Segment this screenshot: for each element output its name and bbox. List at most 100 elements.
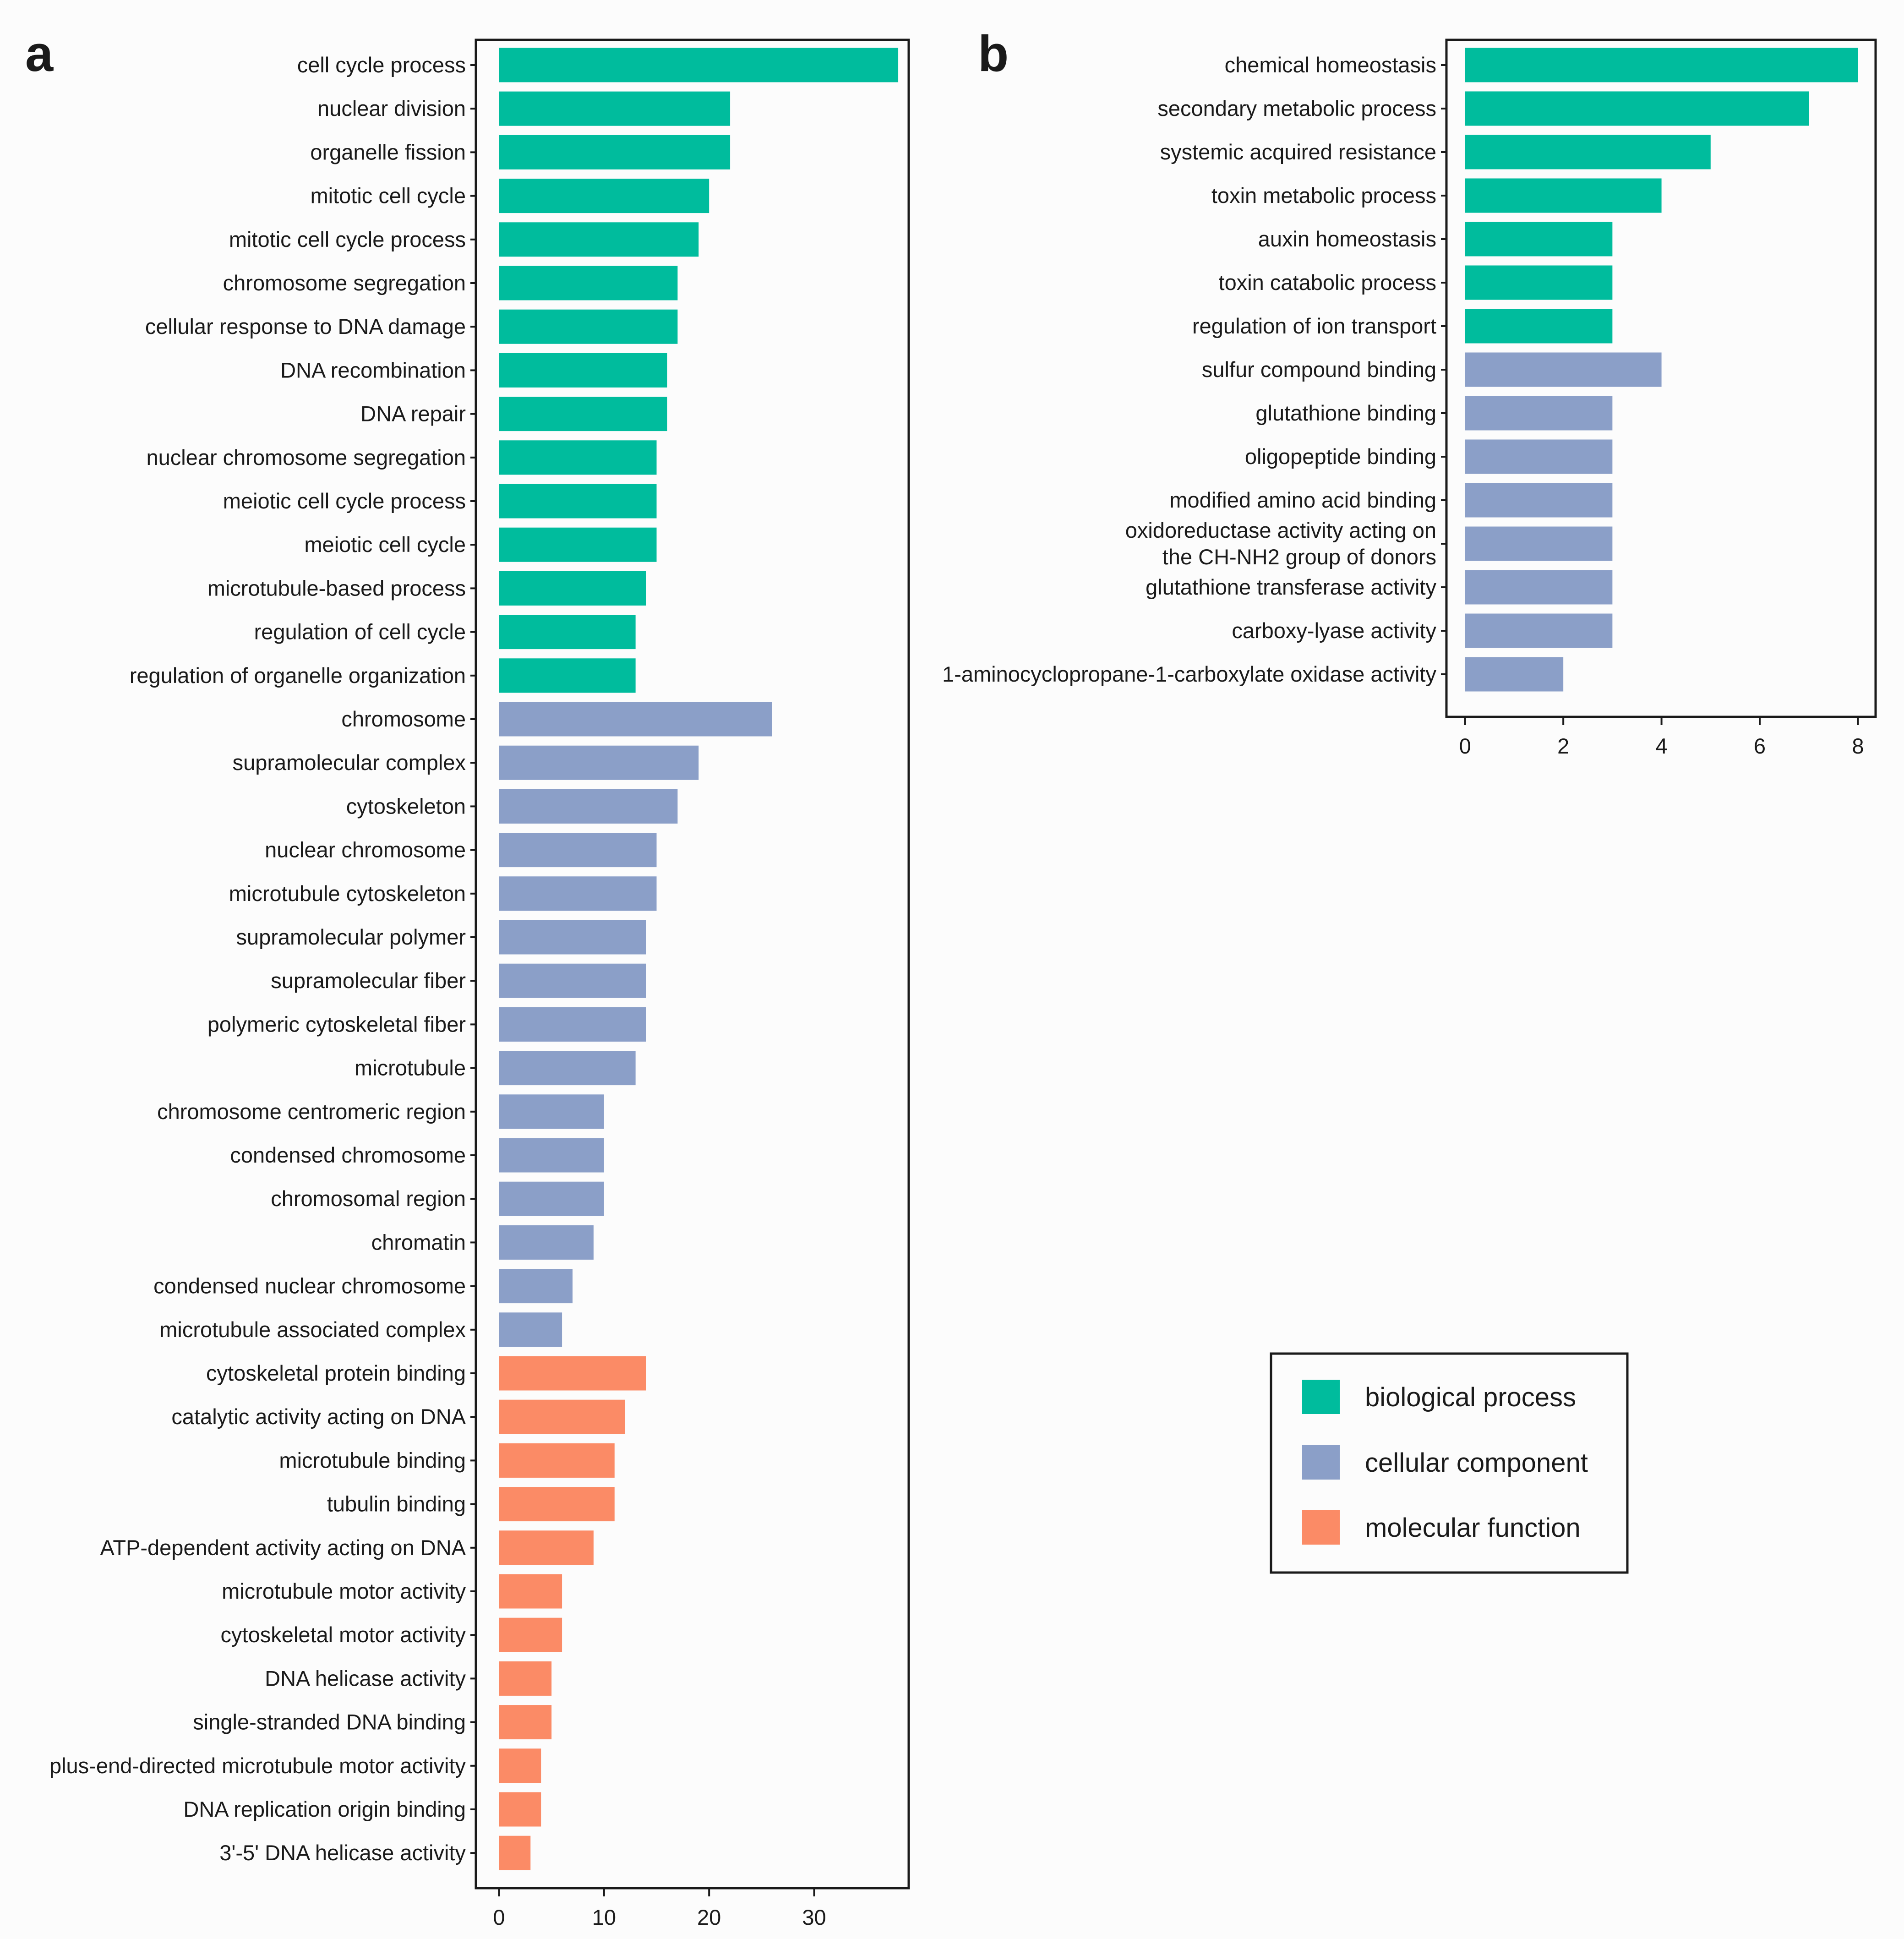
panel-a-label-organelle-fission: organelle fission (310, 140, 466, 164)
panel-b-bar-chemical-homeostasis (1465, 48, 1858, 82)
panel-a-label-microtubule-motor-activity: microtubule motor activity (222, 1579, 466, 1603)
panel-b-bar-modified-amino-acid-binding (1465, 483, 1613, 518)
panel-b-label-glutathione-transferase-activity: glutathione transferase activity (1146, 575, 1436, 599)
panel-a-bar-microtubule-associated-complex (499, 1312, 562, 1347)
panel-b-bar-secondary-metabolic-process (1465, 91, 1809, 126)
panel-a-xtick-label-0: 0 (493, 1905, 505, 1929)
panel-b-bar-oligopeptide-binding (1465, 439, 1613, 474)
panel-b-label-toxin-catabolic-process: toxin catabolic process (1219, 270, 1436, 295)
panel-a-bar-mitotic-cell-cycle (499, 179, 709, 213)
panel-a-bar-cytoskeletal-motor-activity (499, 1617, 562, 1652)
panel-a-bar-condensed-chromosome (499, 1138, 604, 1173)
panel-b-label-modified-amino-acid-binding: modified amino acid binding (1169, 488, 1436, 512)
panel-a-bar-dna-helicase-activity (499, 1661, 552, 1696)
panel-a-bar-microtubule-based-process (499, 571, 646, 606)
panel-a-bar-tubulin-binding (499, 1487, 615, 1522)
panel-b-bar-toxin-catabolic-process (1465, 265, 1613, 300)
panel-b-xtick-label-2: 2 (1557, 734, 1569, 758)
panel-a-label-nuclear-chromosome: nuclear chromosome (265, 838, 466, 862)
panel-a-bar-supramolecular-fiber (499, 963, 646, 998)
panel-a-label-dna-recombination: DNA recombination (280, 358, 466, 382)
panel-b-bar-glutathione-binding (1465, 396, 1613, 431)
panel-a-plot-frame (475, 38, 910, 1890)
panel-a-label-chromosome: chromosome (341, 707, 466, 731)
panel-a-bar-dna-recombination (499, 353, 667, 388)
panel-b-label-toxin-metabolic-process: toxin metabolic process (1211, 183, 1436, 208)
panel-a-bar-organelle-fission (499, 135, 731, 169)
panel-a-label-microtubule-associated-complex: microtubule associated complex (159, 1317, 466, 1342)
panel-a-bar-mitotic-cell-cycle-process (499, 222, 699, 257)
panel-a-bar-microtubule-cytoskeleton (499, 876, 657, 911)
panel-b-label-glutathione-binding: glutathione binding (1255, 401, 1436, 425)
panel-a-letter: a (25, 26, 54, 82)
panel-a-label-supramolecular-complex: supramolecular complex (233, 750, 466, 775)
panel-a-bar-meiotic-cell-cycle (499, 527, 657, 562)
panel-a-bar-chromatin (499, 1225, 594, 1260)
panel-a-label-nuclear-chromosome-segregation: nuclear chromosome segregation (146, 445, 466, 470)
panel-a-bar-3-5-dna-helicase-activity (499, 1835, 531, 1870)
panel-a-label-meiotic-cell-cycle-process: meiotic cell cycle process (223, 489, 466, 513)
panel-a-label-mitotic-cell-cycle: mitotic cell cycle (310, 184, 466, 208)
panel-a-label-3-5-dna-helicase-activity: 3'-5' DNA helicase activity (219, 1841, 466, 1865)
panel-a-label-cell-cycle-process: cell cycle process (297, 53, 466, 77)
legend-label-molecular-function: molecular function (1365, 1513, 1581, 1543)
panel-a-label-catalytic-activity-acting-on-dna: catalytic activity acting on DNA (171, 1404, 466, 1429)
panel-a-label-chromosome-centromeric-region: chromosome centromeric region (157, 1099, 466, 1124)
panel-a-label-meiotic-cell-cycle: meiotic cell cycle (304, 532, 466, 557)
panel-b-label-secondary-metabolic-process: secondary metabolic process (1157, 96, 1436, 120)
panel-a-bar-supramolecular-complex (499, 745, 699, 780)
panel-a-label-microtubule-based-process: microtubule-based process (207, 576, 466, 600)
panel-a-label-single-stranded-dna-binding: single-stranded DNA binding (193, 1710, 466, 1734)
panel-b-bar-sulfur-compound-binding (1465, 352, 1662, 387)
legend-swatch-biological-process (1302, 1380, 1340, 1414)
panel-a-bar-dna-repair (499, 397, 667, 431)
panel-b-letter: b (978, 26, 1009, 82)
panel-a-bar-cytoskeletal-protein-binding (499, 1356, 646, 1391)
panel-a-bar-nuclear-chromosome (499, 833, 657, 868)
panel-a-bar-microtubule-motor-activity (499, 1574, 562, 1609)
panel-a-label-cellular-response-to-dna-damage: cellular response to DNA damage (145, 314, 466, 339)
panel-a-label-cytoskeletal-protein-binding: cytoskeletal protein binding (206, 1361, 466, 1385)
panel-b-bar-systemic-acquired-resistance (1465, 135, 1711, 169)
panel-b-xtick-label-0: 0 (1459, 734, 1471, 758)
panel-a-label-chromosomal-region: chromosomal region (271, 1186, 466, 1211)
panel-a-label-regulation-of-cell-cycle: regulation of cell cycle (254, 620, 466, 644)
panel-b-bar-glutathione-transferase-activity (1465, 570, 1613, 605)
legend-swatch-cellular-component (1302, 1445, 1340, 1480)
panel-b-label-1-aminocyclopropane-1-carboxylate-oxidase-activity: 1-aminocyclopropane-1-carboxylate oxidas… (942, 662, 1436, 686)
panel-a-bar-plus-end-directed-microtubule-motor-activity (499, 1748, 541, 1783)
legend-label-biological-process: biological process (1365, 1382, 1576, 1412)
panel-a-label-atp-dependent-activity-acting-on-dna: ATP-dependent activity acting on DNA (100, 1535, 466, 1560)
panel-b-bar-1-aminocyclopropane-1-carboxylate-oxidase-activity (1465, 657, 1564, 692)
panel-a-bar-chromosomal-region (499, 1181, 604, 1216)
panel-a-label-chromatin: chromatin (371, 1230, 466, 1254)
panel-a-label-cytoskeleton: cytoskeleton (346, 794, 466, 818)
panel-a-label-cytoskeletal-motor-activity: cytoskeletal motor activity (221, 1622, 466, 1647)
panel-a-bar-single-stranded-dna-binding (499, 1705, 552, 1740)
panel-b-bar-toxin-metabolic-process (1465, 178, 1662, 213)
panel-a-bar-cell-cycle-process (499, 48, 899, 82)
panel-b-bar-carboxy-lyase-activity (1465, 613, 1613, 648)
panel-a-chart: cell cycle process nuclear division organe… (49, 38, 910, 1929)
panel-b-label-regulation-of-ion-transport: regulation of ion transport (1192, 314, 1436, 338)
panel-a-label-microtubule-cytoskeleton: microtubule cytoskeleton (229, 881, 466, 906)
panel-b-label-chemical-homeostasis: chemical homeostasis (1225, 53, 1436, 77)
panel-a-xtick-label-20: 20 (697, 1905, 721, 1929)
panel-b-label-oligopeptide-binding: oligopeptide binding (1245, 444, 1436, 469)
panel-a-label-microtubule-binding: microtubule binding (279, 1448, 466, 1472)
panel-a-bar-microtubule-binding (499, 1443, 615, 1478)
panel-a-bar-nuclear-chromosome-segregation (499, 440, 657, 475)
panel-b-xtick-label-4: 4 (1656, 734, 1668, 758)
panel-b-label-oxidoreductase-activity-acting-on-the-ch-nh2-group-of-donors: oxidoreductase activity acting on the CH-… (1125, 518, 1436, 569)
panel-a-xtick-label-10: 10 (592, 1905, 616, 1929)
panel-a-xtick-label-30: 30 (802, 1905, 826, 1929)
panel-a-bar-supramolecular-polymer (499, 920, 646, 955)
panel-a-label-microtubule: microtubule (355, 1056, 466, 1080)
panel-a-bar-dna-replication-origin-binding (499, 1792, 541, 1827)
legend-label-cellular-component: cellular component (1365, 1448, 1588, 1478)
panel-a-bar-catalytic-activity-acting-on-dna (499, 1399, 625, 1434)
panel-a-bar-meiotic-cell-cycle-process (499, 484, 657, 519)
panel-a-bar-microtubule (499, 1051, 636, 1086)
panel-a-label-dna-replication-origin-binding: DNA replication origin binding (183, 1797, 466, 1821)
panel-b-xtick-label-6: 6 (1754, 734, 1766, 758)
